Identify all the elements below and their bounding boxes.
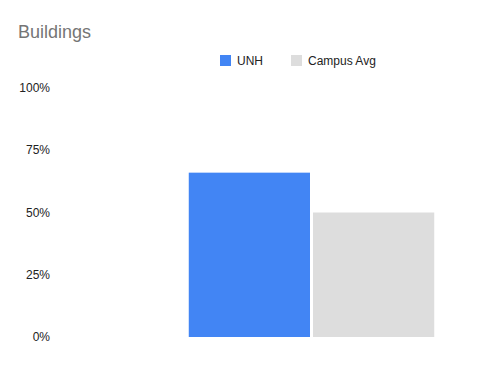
title: Buildings [18,22,91,42]
legend-swatch [291,55,302,66]
y-tick-label: 25% [26,268,50,282]
chart: Buildings 0% 25% 50% 75% 100% UNH Campus Avg [0,0,480,380]
bar [189,173,310,337]
y-tick-label: 0% [33,330,51,344]
legend: UNH Campus Avg [220,54,376,68]
bars [189,173,434,337]
legend-label: UNH [237,54,263,68]
y-tick-label: 100% [19,81,50,95]
legend-swatch [220,55,231,66]
y-tick-label: 75% [26,143,50,157]
legend-label: Campus Avg [308,54,376,68]
bar [313,213,434,338]
y-tick-label: 50% [26,206,50,220]
